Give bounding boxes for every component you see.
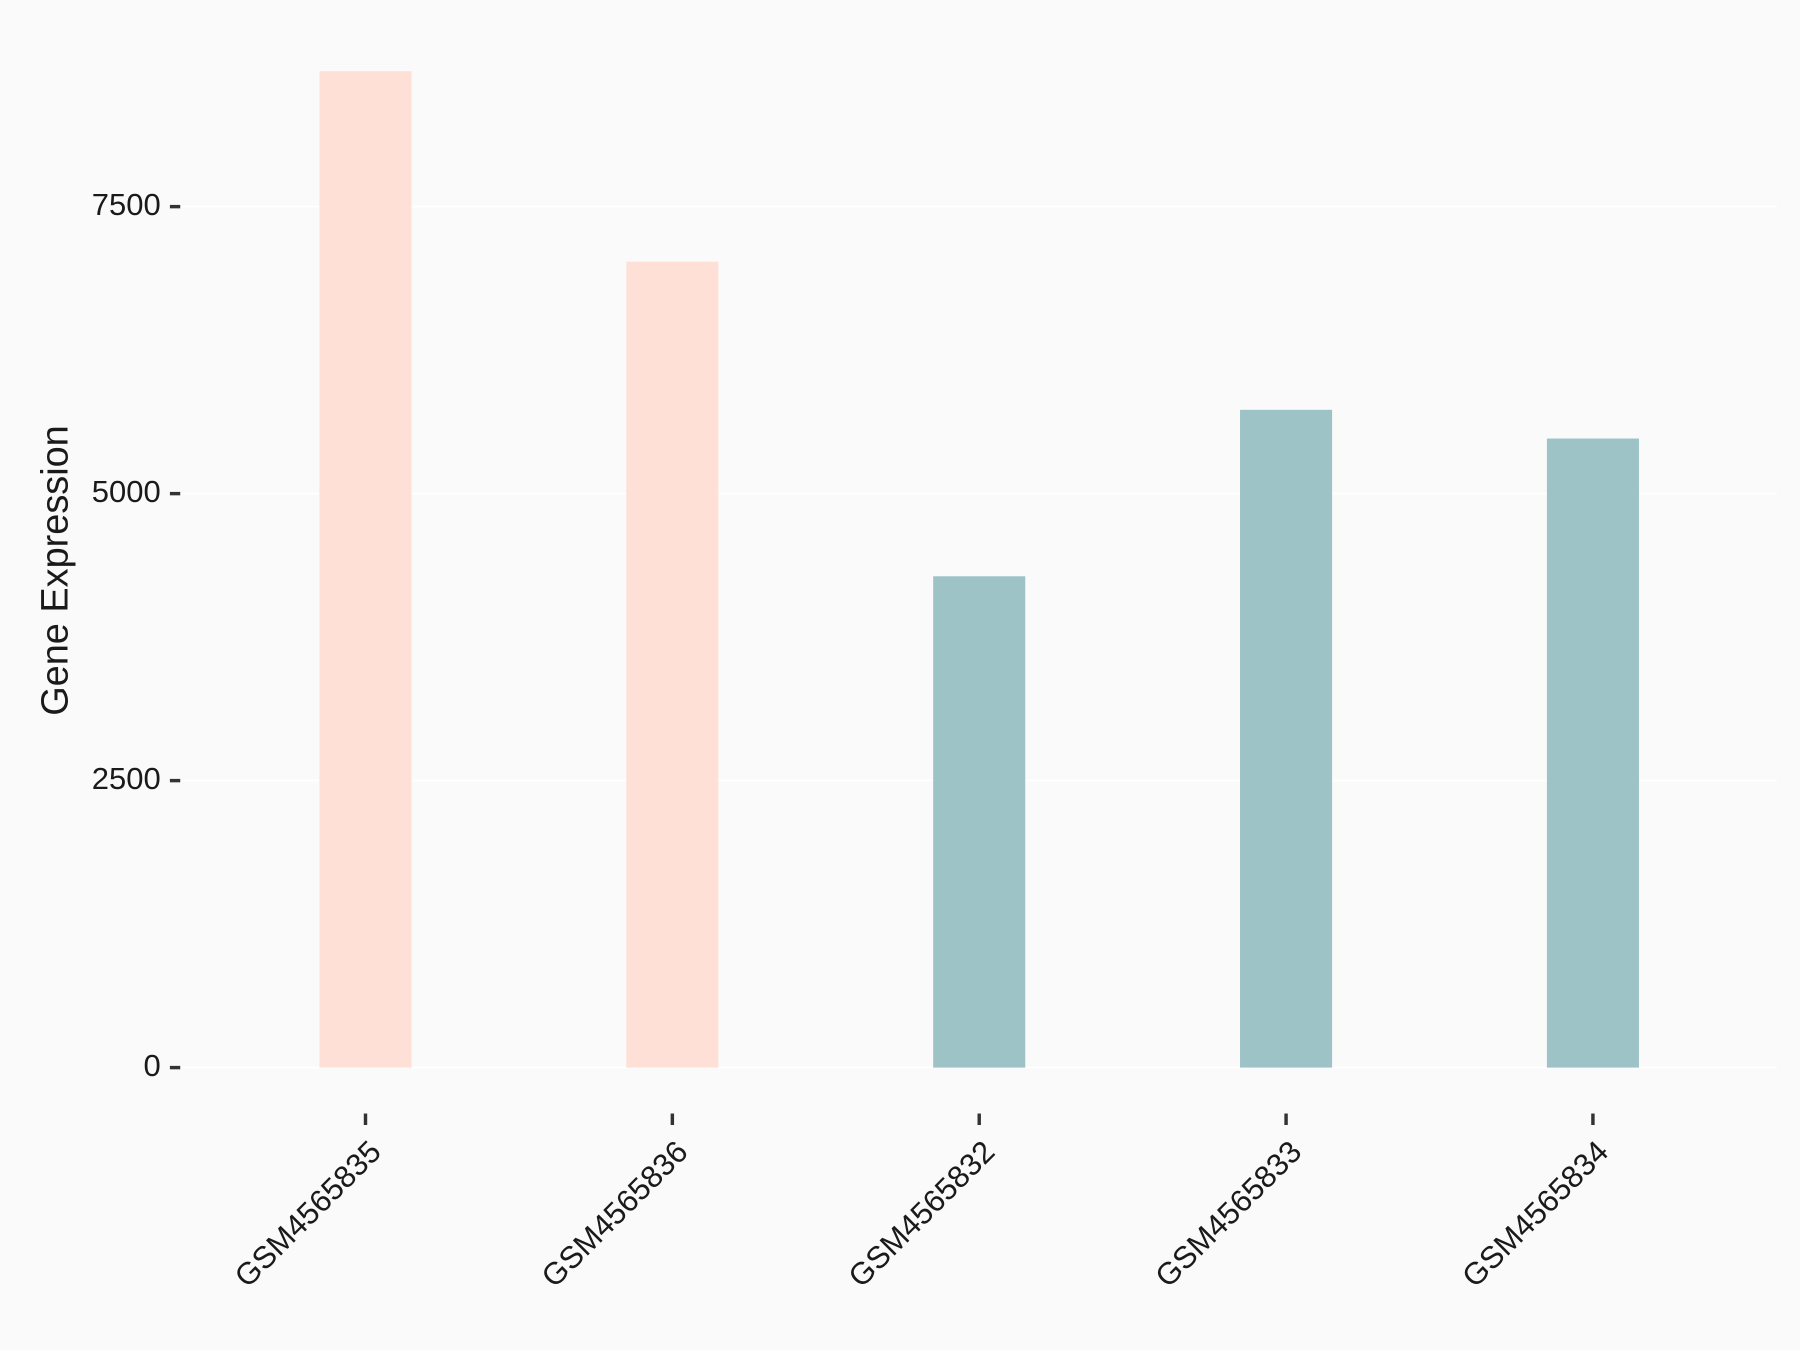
y-tick-label: 2500: [92, 761, 161, 796]
y-tick-label: 0: [143, 1048, 160, 1083]
y-tick-label: 5000: [92, 474, 161, 509]
bar: [626, 261, 719, 1068]
bar: [1240, 409, 1333, 1068]
bar: [933, 576, 1026, 1068]
bar: [1546, 438, 1639, 1068]
y-tick-label: 7500: [92, 187, 161, 222]
bar: [319, 71, 412, 1068]
y-axis-label: Gene Expression: [34, 425, 76, 716]
